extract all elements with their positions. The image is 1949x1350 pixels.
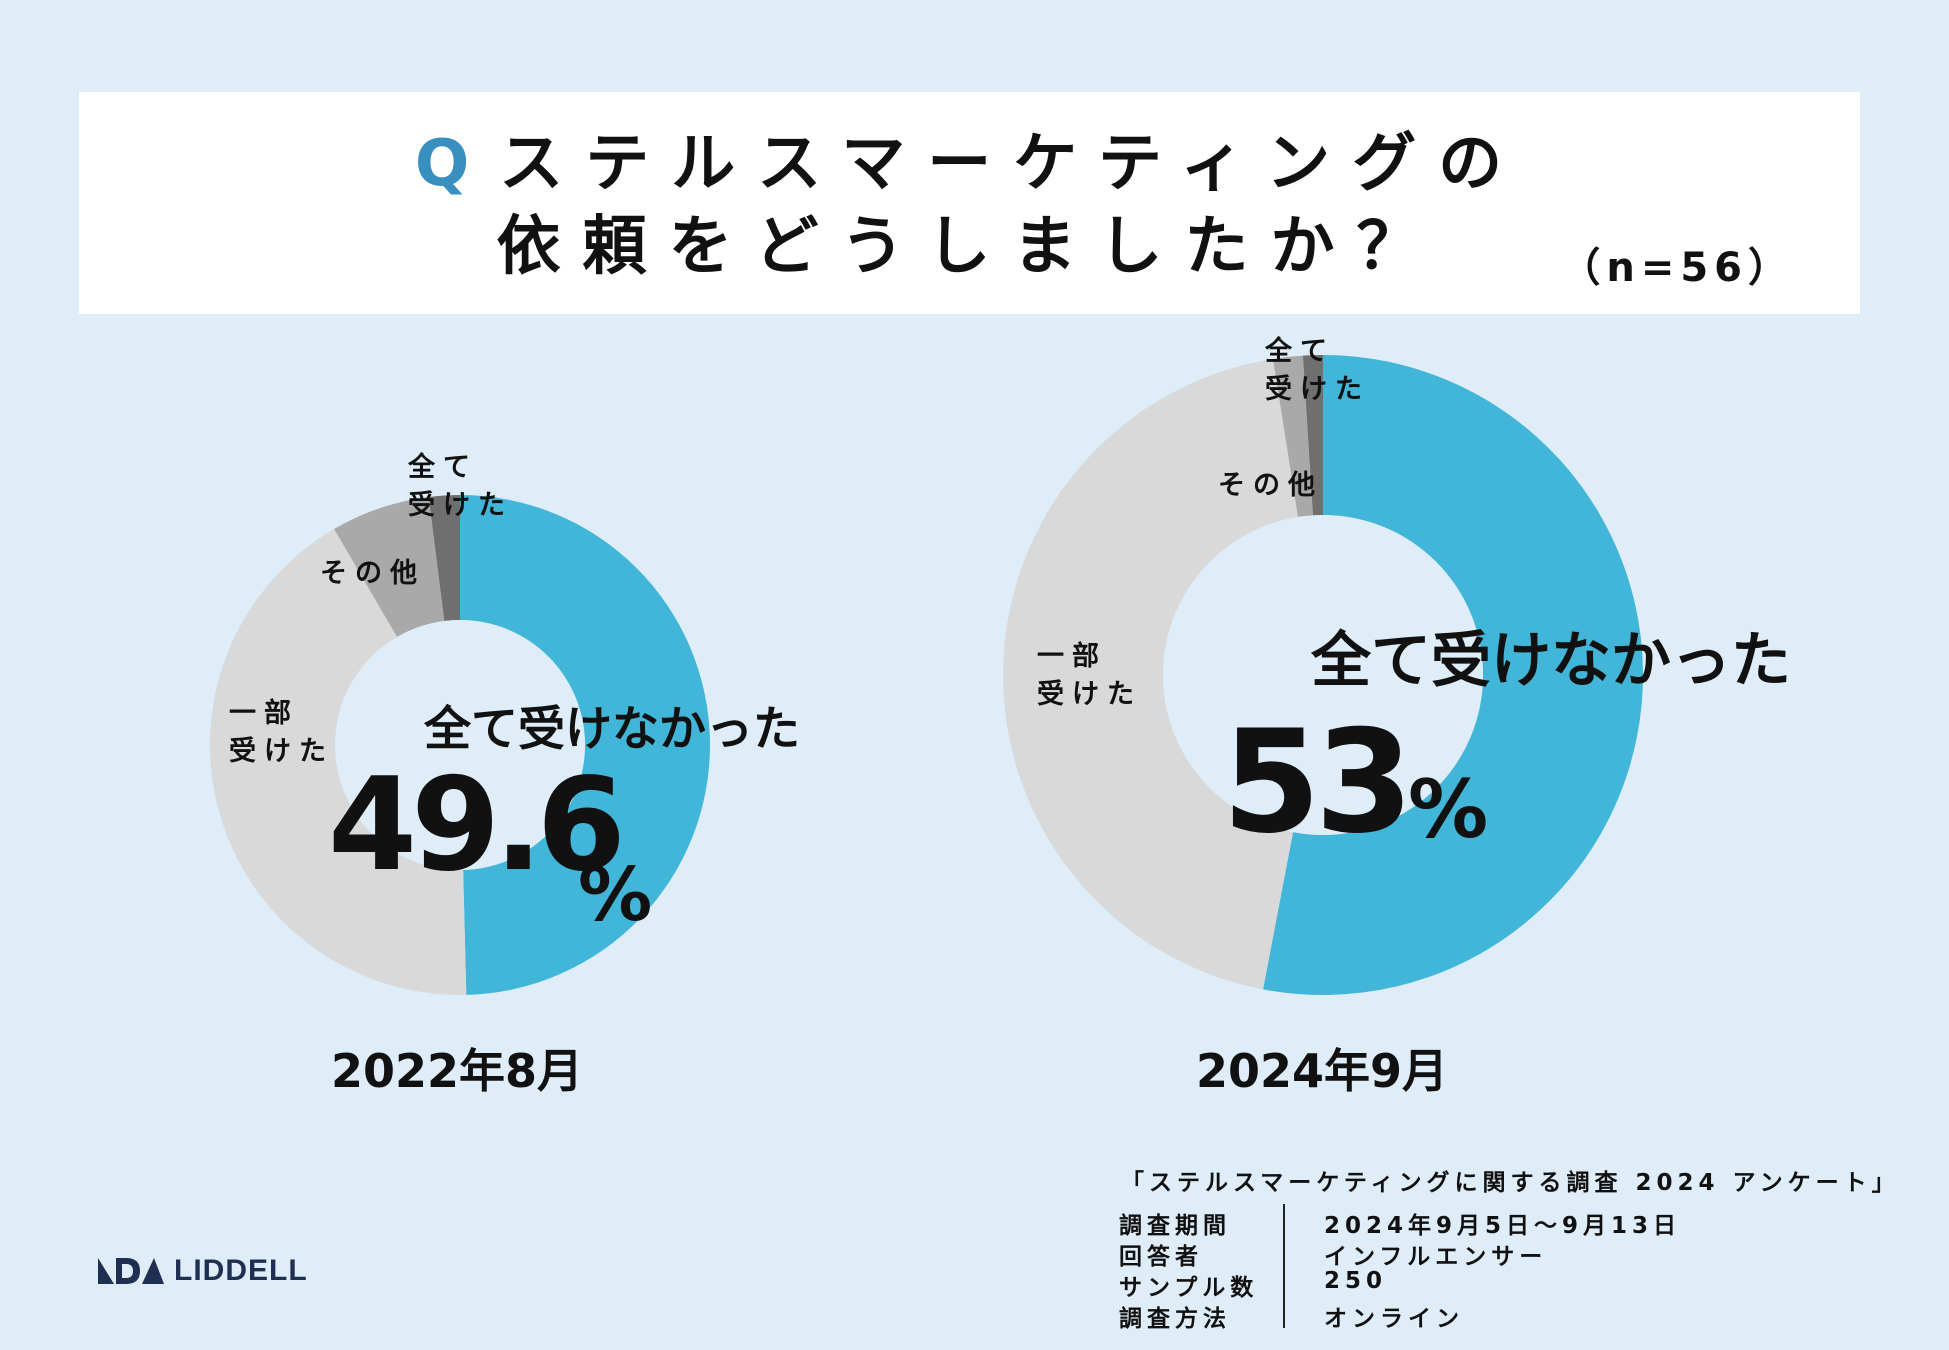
chart1-label-other: その他 (320, 558, 425, 589)
chart1-headline-label: 全て受けなかった (424, 702, 800, 757)
chart1-slice-not-received (460, 495, 710, 995)
chart2-slice-other (1272, 355, 1313, 517)
chart1-slice-all-received (428, 495, 460, 621)
chart1-caption: 2022年8月 (330, 1044, 584, 1098)
survey-value-period: 2024年9月5日～9月13日 (1324, 1213, 1682, 1239)
chart2-donut-hole (1163, 515, 1483, 835)
chart2-headline-label: 全て受けなかった (1311, 626, 1791, 696)
chart2-label-other: その他 (1218, 470, 1323, 501)
chart1-slice-other (334, 496, 445, 638)
survey-key-period: 調査期間 (1119, 1213, 1231, 1239)
survey-key-respondents: 回答者 (1119, 1244, 1203, 1270)
liddell-logo: LIDDELL (96, 1254, 308, 1287)
q-mark: Q (414, 127, 470, 201)
chart2-label-partial: 一部 受けた (1037, 641, 1142, 710)
question-text-1: ステルスマーケティングの (499, 127, 1525, 201)
survey-value-method: オンライン (1324, 1306, 1464, 1332)
chart1-headline-unit: % (578, 852, 653, 938)
chart1-label-all-received: 全て 受けた (408, 452, 513, 521)
chart2-label-all-received: 全て 受けた (1265, 336, 1370, 405)
liddell-logo-icon (98, 1258, 164, 1284)
chart2-slice-not-received (1263, 355, 1643, 995)
survey-divider (1283, 1204, 1285, 1328)
survey-title: 「ステルスマーケティングに関する調査 2024 アンケート」 (1121, 1170, 1900, 1196)
question-line-2: 依頼をどうしましたか？ (496, 210, 1443, 284)
chart2-headline-value: 53 (1222, 700, 1414, 865)
survey-value-sample: 250 (1324, 1268, 1388, 1294)
sample-size-label: （n=56） (1560, 245, 1794, 291)
survey-key-sample: サンプル数 (1119, 1275, 1259, 1301)
question-line-1: Q ステルスマーケティングの (79, 132, 1860, 196)
survey-key-method: 調査方法 (1119, 1306, 1231, 1332)
chart1-headline-value: 49.6 (328, 751, 626, 900)
chart1-donut-hole (335, 620, 585, 870)
chart2-slice-all-received (1302, 355, 1323, 516)
chart1-slice-partial (210, 529, 467, 995)
chart2-headline-unit: % (1408, 763, 1489, 856)
chart2-slice-partial (1003, 358, 1298, 990)
question-box: Q ステルスマーケティングの 依頼をどうしましたか？ （n=56） (79, 92, 1860, 314)
logo-text: LIDDELL (174, 1254, 308, 1287)
chart1-label-partial: 一部 受けた (229, 698, 334, 767)
chart2-caption: 2024年9月 (1195, 1044, 1449, 1098)
survey-value-respondents: インフルエンサー (1324, 1244, 1548, 1270)
